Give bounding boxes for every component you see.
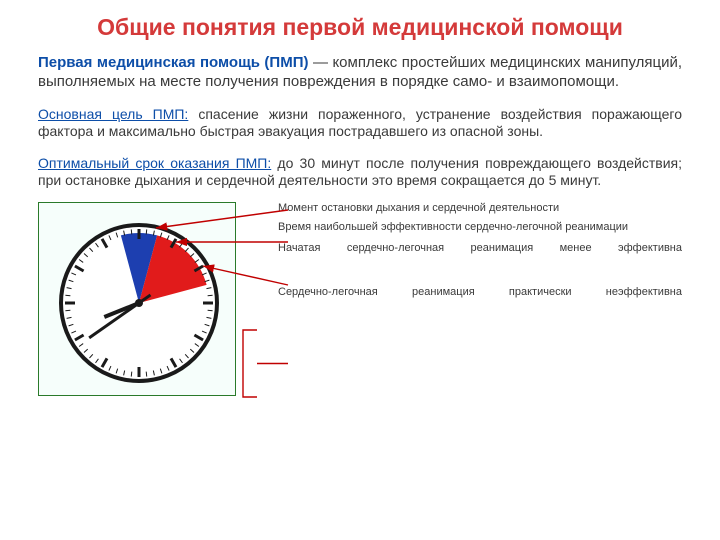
labels-column: Момент остановки дыхания и сердечной дея…: [268, 200, 682, 396]
term-pmp: Первая медицинская помощь (ПМП): [38, 54, 308, 71]
slide-title: Общие понятия первой медицинской помощи: [38, 14, 682, 40]
clock-diagram: [39, 203, 237, 397]
clock-frame: [38, 202, 236, 396]
paragraph-pmp-goal: Основная цель ПМП: спасение жизни пораже…: [38, 106, 682, 141]
label-less-effective: Начатая сердечно-легочная реанимация мен…: [278, 242, 682, 254]
paragraph-pmp-timing: Оптимальный срок оказания ПМП: до 30 мин…: [38, 155, 682, 190]
diagram-row: Момент остановки дыхания и сердечной дея…: [38, 200, 682, 396]
label-most-effective: Время наибольшей эффективности сердечно-…: [278, 221, 682, 233]
lead-timing: Оптимальный срок оказания ПМП:: [38, 155, 271, 171]
label-stop-moment: Момент остановки дыхания и сердечной дея…: [278, 202, 682, 214]
slide: Общие понятия первой медицинской помощи …: [0, 0, 720, 540]
clock-column: [38, 200, 268, 396]
lead-goal: Основная цель ПМП:: [38, 106, 188, 122]
paragraph-pmp-definition: Первая медицинская помощь (ПМП) — компле…: [38, 54, 682, 92]
label-ineffective: Сердечно-легочная реанимация практически…: [278, 286, 682, 298]
